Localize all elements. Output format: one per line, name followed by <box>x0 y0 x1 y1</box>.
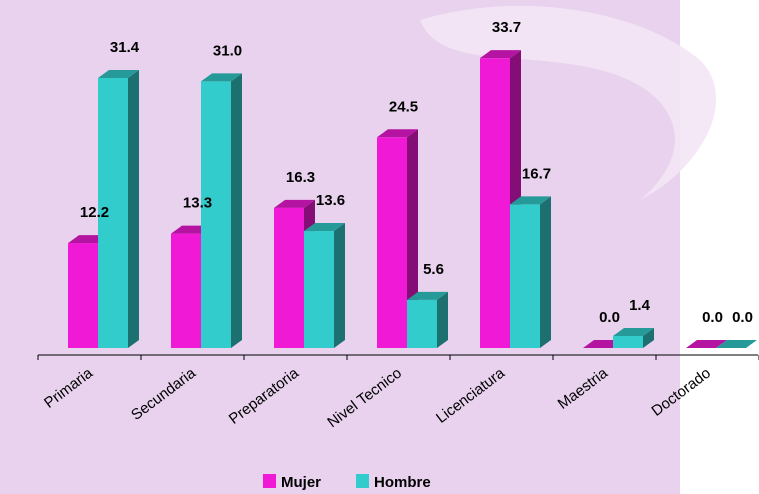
data-label-mujer-licenciatura: 33.7 <box>492 19 521 36</box>
bar-hombre-doctorado <box>716 340 757 348</box>
data-label-hombre-doctorado: 0.0 <box>732 309 753 326</box>
bar-hombre-licenciatura <box>510 196 551 348</box>
data-label-mujer-maestria: 0.0 <box>599 309 620 326</box>
legend: Mujer Hombre <box>263 474 431 491</box>
legend-swatch-mujer <box>263 474 276 488</box>
data-label-hombre-secundaria: 31.0 <box>213 42 242 59</box>
data-label-mujer-preparatoria: 16.3 <box>286 169 315 186</box>
legend-label-mujer: Mujer <box>281 474 321 491</box>
data-label-hombre-maestria: 1.4 <box>629 297 651 314</box>
data-label-mujer-doctorado: 0.0 <box>702 309 723 326</box>
bar-hombre-primaria <box>98 69 139 349</box>
data-label-mujer-secundaria: 13.3 <box>183 195 212 212</box>
legend-swatch-hombre <box>356 474 369 488</box>
data-label-mujer-primaria: 12.2 <box>80 204 109 221</box>
bar-hombre-preparatoria <box>304 223 345 348</box>
bar-hombre-secundaria <box>201 73 242 349</box>
data-label-hombre-preparatoria: 13.6 <box>316 192 345 209</box>
data-label-hombre-primaria: 31.4 <box>110 39 140 56</box>
data-label-mujer-nivel-tecnico: 24.5 <box>389 98 418 115</box>
bar-hombre-nivel-tecnico <box>407 291 448 348</box>
legend-label-hombre: Hombre <box>374 474 431 491</box>
bar-mujer-nivel-tecnico <box>377 129 418 348</box>
bar-mujer-doctorado <box>686 340 727 348</box>
bar-hombre-maestria <box>613 327 654 348</box>
data-label-hombre-nivel-tecnico: 5.6 <box>423 261 444 278</box>
data-label-hombre-licenciatura: 16.7 <box>522 165 551 182</box>
